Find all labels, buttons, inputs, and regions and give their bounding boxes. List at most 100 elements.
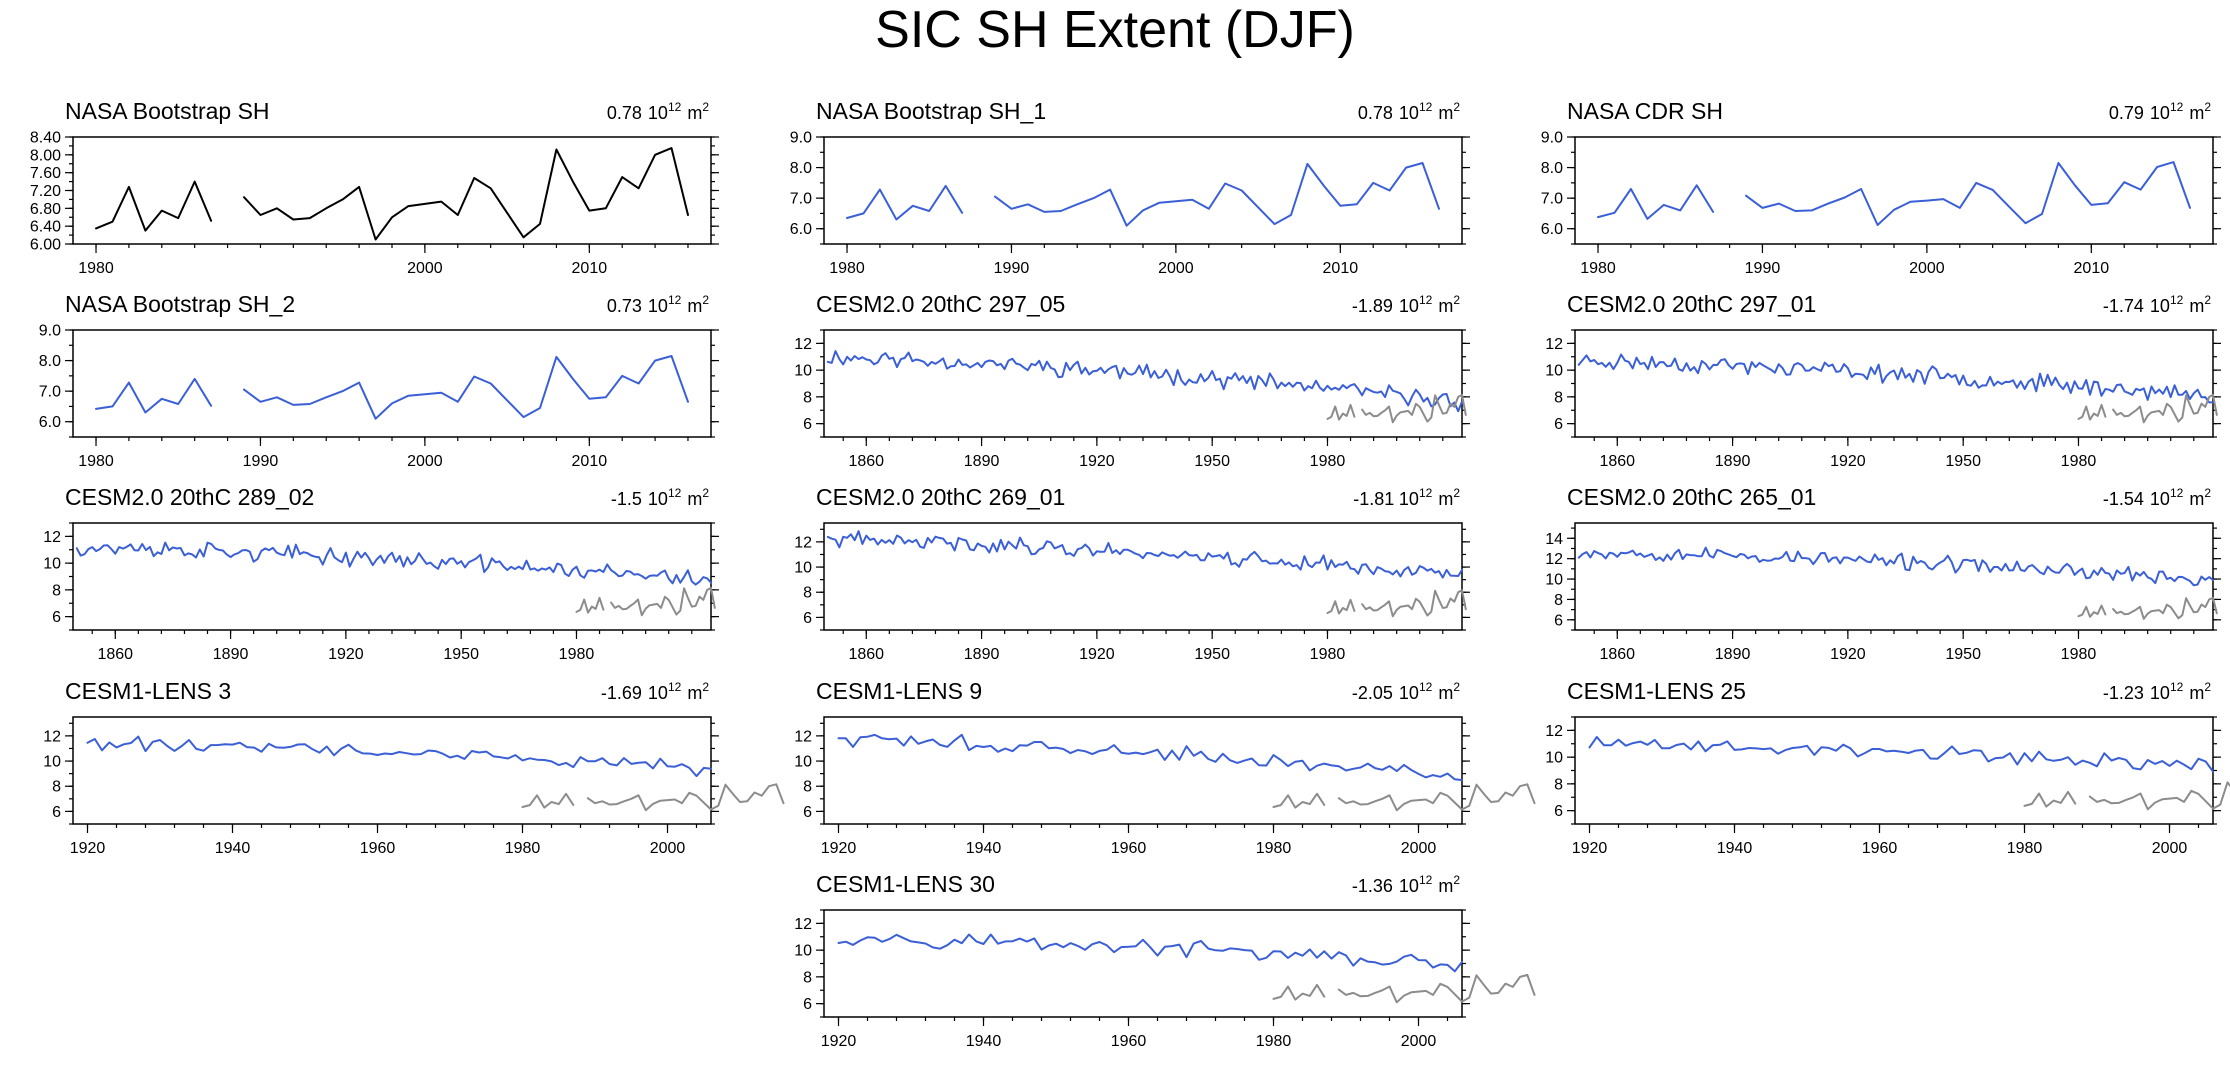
units-base: 10 <box>2150 296 2170 316</box>
x-tick-label: 1980 <box>2061 453 2097 470</box>
units-unit: m <box>687 103 702 123</box>
y-tick-label: 6 <box>803 610 812 627</box>
y-tick-label: 6.0 <box>790 221 812 238</box>
units-unit-exponent: 2 <box>702 100 709 114</box>
y-tick-label: 7.0 <box>1541 191 1563 208</box>
units-exponent: 12 <box>668 486 682 500</box>
units-base: 10 <box>648 683 668 703</box>
model-series-line <box>86 735 712 778</box>
units-base: 10 <box>648 296 668 316</box>
units-unit-exponent: 2 <box>2204 100 2211 114</box>
panel-title: NASA CDR SH <box>1567 98 1723 124</box>
units-exponent: 12 <box>2170 100 2184 114</box>
y-tick-label: 8 <box>1554 592 1563 609</box>
y-tick-label: 9.0 <box>1541 130 1563 147</box>
panel: CESM2.0 20thC 265_01 -1.54 1012 m2681012141… <box>1545 484 2221 663</box>
y-tick-label: 8.0 <box>39 353 61 370</box>
trend-number: -2.05 <box>1352 683 1393 703</box>
x-tick-label: 1860 <box>848 646 884 663</box>
panel: NASA Bootstrap SH 0.78 1012 m26.006.406.807… <box>30 98 719 277</box>
units-base: 10 <box>1399 296 1419 316</box>
y-tick-label: 10 <box>794 560 812 577</box>
units-base: 10 <box>648 489 668 509</box>
panel-trend-value: -1.54 1012 m2 <box>2103 486 2211 509</box>
model-series-line <box>837 733 1463 782</box>
x-tick-label: 1980 <box>1256 840 1292 857</box>
x-tick-label: 1890 <box>1715 646 1751 663</box>
panel-trend-value: 0.73 1012 m2 <box>607 293 709 316</box>
units-base: 10 <box>2150 683 2170 703</box>
y-tick-label: 8 <box>803 389 812 406</box>
y-tick-label: 6.0 <box>39 414 61 431</box>
x-tick-label: 1990 <box>994 260 1030 277</box>
panel-title: CESM2.0 20thC 265_01 <box>1567 484 1816 510</box>
y-tick-label: 10 <box>794 754 812 771</box>
x-tick-label: 1960 <box>360 840 396 857</box>
panel-title: CESM1-LENS 30 <box>816 871 995 897</box>
model-series-line <box>826 530 1463 579</box>
x-tick-label: 1920 <box>328 646 364 663</box>
plot-frame <box>823 329 1463 438</box>
plot-frame <box>823 716 1463 825</box>
units-unit: m <box>687 489 702 509</box>
panel-trend-value: -2.05 1012 m2 <box>1352 680 1460 703</box>
y-tick-label: 10 <box>794 943 812 960</box>
y-tick-label: 7.60 <box>30 165 61 182</box>
x-tick-label: 1920 <box>1572 840 1608 857</box>
units-unit: m <box>1438 296 1453 316</box>
panel-title: NASA Bootstrap SH_1 <box>816 98 1046 124</box>
x-tick-label: 1940 <box>966 840 1002 857</box>
units-exponent: 12 <box>1419 873 1433 887</box>
units-unit: m <box>1438 876 1453 896</box>
panel-title: CESM2.0 20thC 297_05 <box>816 291 1065 317</box>
y-tick-label: 6 <box>803 804 812 821</box>
y-tick-label: 6.40 <box>30 219 61 236</box>
panel-title: CESM2.0 20thC 269_01 <box>816 484 1065 510</box>
units-unit: m <box>2189 683 2204 703</box>
x-tick-label: 1980 <box>78 453 114 470</box>
x-tick-label: 1890 <box>1715 453 1751 470</box>
y-tick-label: 9.0 <box>790 130 812 147</box>
panel-trend-value: 0.78 1012 m2 <box>1358 100 1460 123</box>
y-tick-label: 8 <box>803 969 812 986</box>
y-tick-label: 6 <box>52 804 61 821</box>
y-tick-label: 8 <box>803 585 812 602</box>
plot-frame <box>823 522 1463 631</box>
x-tick-label: 1990 <box>243 453 279 470</box>
model-series-line <box>1577 353 2214 404</box>
units-exponent: 12 <box>668 680 682 694</box>
y-tick-label: 10 <box>794 363 812 380</box>
units-unit-exponent: 2 <box>702 293 709 307</box>
x-tick-label: 1920 <box>821 840 857 857</box>
units-base: 10 <box>1399 103 1419 123</box>
y-tick-label: 12 <box>794 916 812 933</box>
x-tick-label: 1950 <box>443 646 479 663</box>
x-tick-label: 1980 <box>2061 646 2097 663</box>
model-series-line <box>1597 161 2191 226</box>
observed-series-line <box>95 147 689 241</box>
y-tick-label: 6 <box>1554 803 1563 820</box>
units-unit-exponent: 2 <box>702 486 709 500</box>
plot-frame <box>823 909 1463 1018</box>
x-tick-label: 1920 <box>1079 646 1115 663</box>
units-unit-exponent: 2 <box>1453 486 1460 500</box>
trend-number: -1.23 <box>2103 683 2144 703</box>
y-tick-label: 7.0 <box>790 191 812 208</box>
y-tick-label: 12 <box>794 534 812 551</box>
model-series-line <box>837 933 1463 973</box>
x-tick-label: 1860 <box>1599 646 1635 663</box>
observed-series-line <box>575 586 716 617</box>
x-tick-label: 2000 <box>1158 260 1194 277</box>
y-tick-label: 12 <box>794 336 812 353</box>
trend-number: -1.81 <box>1353 489 1394 509</box>
y-tick-label: 10 <box>1545 363 1563 380</box>
y-tick-label: 10 <box>43 754 61 771</box>
panel-trend-value: -1.36 1012 m2 <box>1352 873 1460 896</box>
plot-frame <box>1574 716 2214 825</box>
plot-frame <box>72 716 712 825</box>
observed-series-line <box>1326 589 1467 618</box>
trend-number: -1.54 <box>2103 489 2144 509</box>
y-tick-label: 8 <box>803 779 812 796</box>
